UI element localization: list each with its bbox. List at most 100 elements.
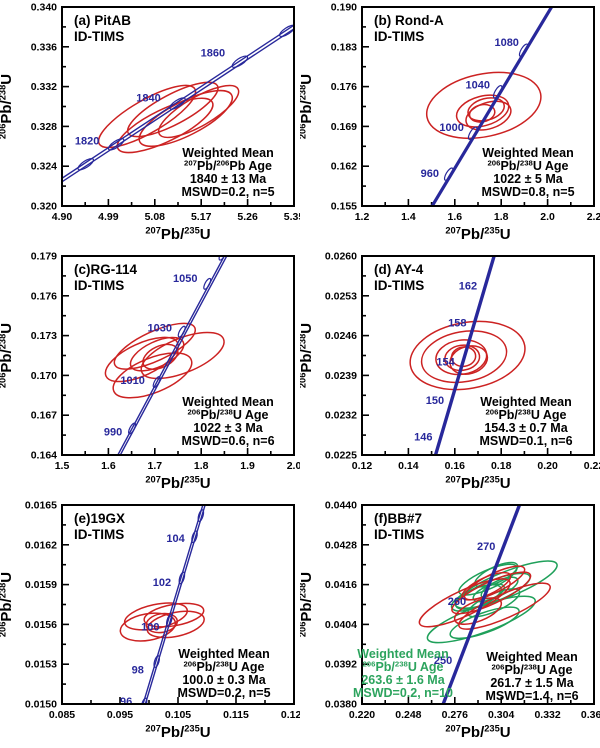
plot-frame bbox=[61, 504, 295, 705]
error-ellipse-red bbox=[465, 100, 512, 131]
y-tick-label: 0.0239 bbox=[325, 370, 357, 382]
x-tick-label: 1.6 bbox=[101, 460, 116, 472]
panel-title: (c)RG-114 bbox=[74, 262, 138, 277]
weighted-mean-annotation-line: 206Pb/238U Age bbox=[486, 408, 567, 423]
plot-frame bbox=[361, 504, 595, 705]
panel-title: (f)BB#7 bbox=[374, 511, 422, 526]
y-tick-label: 0.0253 bbox=[325, 290, 357, 302]
weighted-mean-annotation-line: Weighted Mean bbox=[482, 146, 573, 160]
concordia-plot-e: 0.085 0.095 0.105 0.115 0.125 0.0150 0.0153 0.0… bbox=[0, 500, 307, 742]
plot-area bbox=[362, 505, 594, 704]
error-ellipse-red bbox=[112, 352, 193, 399]
error-ellipse-red bbox=[129, 336, 185, 372]
x-axis-title: 207Pb/235U bbox=[445, 724, 510, 741]
concordia-age-label: 250 bbox=[434, 655, 452, 667]
panel-f-bb7: 0.220 0.248 0.276 0.304 0.332 0.360 0.0380 0.03… bbox=[298, 498, 600, 748]
weighted-mean-annotation-line: 154.3 ± 0.7 Ma bbox=[484, 421, 568, 435]
error-ellipse-red bbox=[140, 331, 225, 380]
concordia-plot-d: 0.12 0.14 0.16 0.18 0.20 0.22 0.0225 0.0232 0.02… bbox=[298, 251, 600, 493]
y-tick-label: 0.0440 bbox=[325, 500, 357, 512]
error-ellipse-red bbox=[97, 84, 197, 149]
y-axis-title: 206Pb/238U bbox=[0, 323, 15, 388]
panel-title: (d) AY-4 bbox=[374, 262, 424, 277]
x-tick-label: 0.20 bbox=[537, 460, 558, 472]
concordia-plot-f: 0.220 0.248 0.276 0.304 0.332 0.360 0.0380 0.03… bbox=[298, 500, 600, 742]
weighted-mean-annotation-line: 261.7 ± 1.5 Ma bbox=[490, 676, 574, 690]
concordia-age-label: 146 bbox=[414, 432, 432, 444]
x-tick-label: 4.99 bbox=[98, 211, 119, 223]
weighted-mean-annotation-line: Weighted Mean bbox=[182, 395, 273, 409]
y-axis-title: 206Pb/238U bbox=[300, 572, 315, 637]
concordia-age-label: 1080 bbox=[494, 37, 518, 49]
concordia-age-label: 102 bbox=[153, 577, 171, 589]
y-axis-title: 206Pb/238U bbox=[0, 572, 15, 637]
concordia-age-label: 270 bbox=[477, 541, 495, 553]
weighted-mean-annotation-line: MSWD=0.8, n=5 bbox=[481, 185, 574, 199]
x-tick-label: 1.4 bbox=[401, 211, 416, 223]
concordia-plot-a: 4.90 4.99 5.08 5.17 5.26 5.35 0.320 0.324 0.328 0… bbox=[0, 2, 304, 244]
y-tick-label: 0.0404 bbox=[325, 619, 357, 631]
error-ellipse-red bbox=[451, 571, 532, 615]
weighted-mean-annotation-line: 263.6 ± 1.6 Ma bbox=[361, 673, 445, 687]
error-ellipse-red bbox=[425, 71, 542, 139]
y-tick-label: 0.0380 bbox=[325, 699, 357, 711]
y-tick-label: 0.0225 bbox=[325, 450, 357, 462]
concordia-line bbox=[441, 505, 522, 704]
concordia-plot-b: 1.2 1.4 1.6 1.8 2.0 2.2 0.155 0.162 0.169 0.176 0.… bbox=[298, 2, 600, 244]
panel-subtitle: ID-TIMS bbox=[74, 278, 124, 293]
plot-frame bbox=[61, 6, 295, 207]
x-tick-label: 0.12 bbox=[352, 460, 373, 472]
y-tick-label: 0.183 bbox=[331, 41, 357, 53]
panel-subtitle: ID-TIMS bbox=[74, 29, 124, 44]
concordia-age-marker bbox=[169, 97, 186, 110]
y-tick-label: 0.320 bbox=[31, 201, 57, 213]
x-tick-label: 0.276 bbox=[442, 709, 468, 721]
panel-title: (b) Rond-A bbox=[374, 13, 444, 28]
error-ellipse-red bbox=[418, 578, 511, 628]
concordia bbox=[441, 505, 522, 704]
concordia-age-marker bbox=[203, 277, 212, 290]
weighted-mean-annotation-line: MSWD=0.2, n=5 bbox=[181, 185, 274, 199]
concordia-age-label: 1860 bbox=[201, 48, 225, 60]
concordia-age-marker bbox=[492, 84, 503, 99]
weighted-mean-annotation-line: 206Pb/238U Age bbox=[184, 660, 265, 675]
panel-c-rg-114: 1.5 1.6 1.7 1.8 1.9 2.0 0.164 0.167 0.170 0.173 0.… bbox=[0, 249, 301, 498]
y-tick-label: 0.332 bbox=[31, 81, 57, 93]
axis-tick-labels: 0.12 0.14 0.16 0.18 0.20 0.22 0.0225 0.0232 0.02… bbox=[325, 251, 600, 473]
concordia-age-label: 1010 bbox=[120, 375, 144, 387]
x-tick-label: 2.0 bbox=[540, 211, 555, 223]
weighted-mean-annotation-line: 206Pb/238U Age bbox=[488, 159, 569, 174]
weighted-mean-annotation-line: 1840 ± 13 Ma bbox=[190, 172, 267, 186]
weighted-mean-annotation-line: Weighted Mean bbox=[178, 647, 269, 661]
x-tick-label: 0.332 bbox=[534, 709, 560, 721]
weighted-mean-annotation-line: Weighted Mean bbox=[486, 650, 577, 664]
x-tick-label: 5.08 bbox=[145, 211, 166, 223]
y-tick-label: 0.0153 bbox=[25, 659, 57, 671]
concordia-line bbox=[430, 7, 554, 206]
weighted-mean-annotation-line: MSWD=0.2, n=5 bbox=[177, 686, 270, 700]
weighted-mean-annotation-line: MSWD=0.2, n=10 bbox=[353, 686, 453, 700]
error-ellipse-red bbox=[458, 582, 551, 630]
y-tick-label: 0.162 bbox=[331, 161, 357, 173]
x-tick-label: 0.18 bbox=[491, 460, 512, 472]
x-axis-title: 207Pb/235U bbox=[145, 226, 210, 243]
y-tick-label: 0.173 bbox=[31, 330, 57, 342]
error-ellipse-red bbox=[420, 330, 508, 384]
x-tick-label: 1.7 bbox=[147, 460, 162, 472]
weighted-mean-annotation-line: Weighted Mean bbox=[480, 395, 571, 409]
error-ellipse-red bbox=[453, 597, 503, 625]
x-tick-label: 1.2 bbox=[355, 211, 370, 223]
concordia-age-label: 1000 bbox=[439, 122, 463, 134]
weighted-mean-annotation-line: 1022 ± 5 Ma bbox=[493, 172, 563, 186]
error-ellipse-red bbox=[444, 344, 481, 372]
concordia-line bbox=[117, 256, 226, 455]
x-tick-label: 5.35 bbox=[284, 211, 300, 223]
x-tick-label: 1.8 bbox=[494, 211, 509, 223]
axis-tick-labels: 0.220 0.248 0.276 0.304 0.332 0.360 0.0380 0.03… bbox=[325, 500, 600, 722]
error-ellipses bbox=[409, 320, 526, 391]
x-axis-title: 207Pb/235U bbox=[145, 475, 210, 492]
concordia-age-label: 100 bbox=[141, 621, 159, 633]
concordia-plot-c: 1.5 1.6 1.7 1.8 1.9 2.0 0.164 0.167 0.170 0.173 0.… bbox=[0, 251, 301, 493]
y-axis-title: 206Pb/238U bbox=[300, 323, 315, 388]
weighted-mean-annotation-line: MSWD=0.6, n=6 bbox=[181, 434, 274, 448]
